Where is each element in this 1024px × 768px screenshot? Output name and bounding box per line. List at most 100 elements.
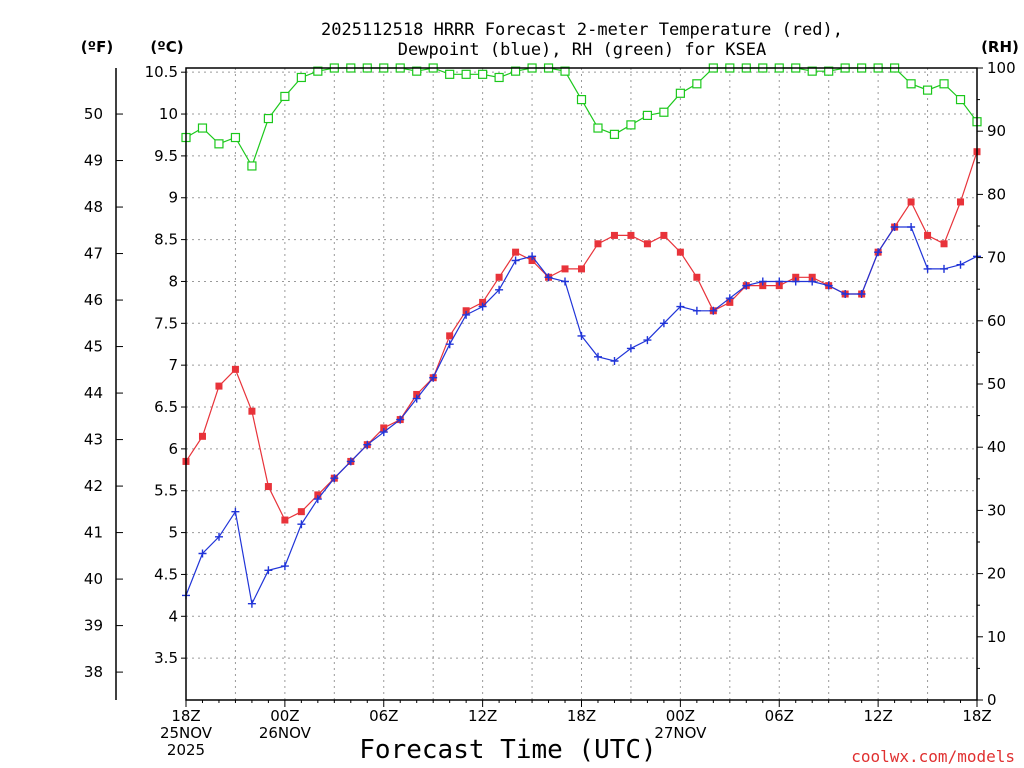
fahrenheit-axis: 38 39 40 41 42 43 44 45 46 47 48 49 50 [84, 68, 123, 700]
x-tick-label: 18Z [567, 707, 596, 725]
temperature-point [446, 332, 454, 340]
dewpoint-point [841, 290, 850, 298]
rh-point [494, 72, 504, 83]
x-tick-label: 18Z [962, 707, 991, 725]
temperature-point [957, 198, 965, 206]
rh-point [939, 79, 949, 89]
rh-tick-label: 70 [987, 249, 1006, 267]
temperature-point [907, 198, 915, 206]
dewpoint-point [346, 457, 355, 466]
rh-point [412, 66, 422, 76]
fahrenheit-tick-label: 38 [84, 663, 103, 681]
series-layer [181, 63, 982, 608]
x-tick-label: 12Z [468, 707, 497, 725]
temperature-point [561, 265, 569, 273]
rh-axis: 0 10 20 30 40 50 60 70 80 90 100 [977, 59, 1016, 709]
dewpoint-point [742, 281, 751, 290]
fahrenheit-tick-label: 50 [84, 105, 103, 123]
dewpoint-point [363, 440, 372, 449]
dewpoint-point [874, 248, 883, 257]
fahrenheit-tick-label: 44 [84, 384, 103, 402]
rh-point [461, 69, 471, 79]
temperature-point [792, 273, 800, 281]
dewpoint-point [907, 223, 916, 231]
temperature-point [676, 248, 684, 256]
celsius-tick-label: 9 [168, 189, 178, 207]
celsius-tick-label: 7.5 [154, 314, 178, 332]
rh-point [593, 123, 603, 133]
rh-point [197, 123, 208, 133]
plot-frame [185, 67, 978, 701]
temperature-point [413, 390, 421, 398]
dewpoint-point [215, 532, 223, 541]
rh-point [609, 129, 620, 139]
celsius-tick-label: 8.5 [154, 231, 178, 249]
dewpoint-point [264, 566, 273, 575]
fahrenheit-tick-label: 43 [84, 431, 103, 449]
celsius-tick-label: 5 [168, 524, 178, 542]
dewpoint-point [857, 290, 866, 298]
dewpoint-point [247, 599, 256, 608]
rh-tick-label: 60 [987, 312, 1006, 330]
x-tick-label: 2025 [167, 741, 205, 759]
rh-tick-label: 100 [987, 59, 1016, 77]
dewpoint-point [775, 277, 784, 286]
x-tick-label: 18Z [171, 707, 200, 725]
dewpoint-point [626, 344, 635, 353]
rh-point [296, 72, 306, 83]
rh-tick-label: 10 [987, 628, 1006, 646]
fahrenheit-tick-label: 41 [84, 524, 103, 542]
dewpoint-point [198, 549, 207, 558]
rh-point [692, 79, 702, 89]
dewpoint-point [692, 306, 701, 315]
rh-point [510, 66, 521, 76]
temperature-point [940, 240, 948, 248]
rh-point [659, 107, 669, 117]
chart-title-line-2: Dewpoint (blue), RH (green) for KSEA [398, 40, 766, 60]
dewpoint-point [923, 264, 932, 273]
fahrenheit-tick-label: 46 [84, 291, 103, 309]
celsius-tick-label: 4.5 [154, 565, 178, 583]
rh-unit-label: (RH) [981, 38, 1019, 56]
celsius-tick-label: 6.5 [154, 398, 178, 416]
dewpoint-point [297, 520, 306, 529]
rh-point [230, 132, 241, 143]
dewpoint-point [791, 277, 800, 286]
temperature-point [726, 298, 734, 306]
rh-tick-label: 90 [987, 122, 1006, 140]
x-tick-label: 06Z [765, 707, 794, 725]
temperature-point [297, 508, 305, 516]
rh-point [313, 66, 323, 76]
x-axis-title: Forecast Time (UTC) [359, 735, 656, 765]
rh-tick-label: 0 [987, 691, 997, 709]
temperature-point [512, 248, 520, 256]
temperature-point [528, 257, 536, 265]
temperature-point [808, 273, 816, 281]
grid-lines [186, 68, 977, 700]
dewpoint-point [643, 336, 652, 345]
dewpoint-point [610, 357, 619, 365]
temperature-point [759, 282, 767, 290]
x-tick-label: 27NOV [654, 724, 707, 742]
dewpoint-point [956, 260, 965, 269]
rh-point [675, 88, 685, 98]
dewpoint-point [561, 277, 569, 286]
fahrenheit-tick-label: 40 [84, 570, 103, 588]
dewpoint-point [676, 302, 685, 311]
rh-point [478, 69, 488, 79]
dewpoint-point [544, 273, 553, 282]
dewpoint-point [495, 285, 504, 294]
temperature-point [775, 282, 783, 290]
temperature-point [264, 483, 272, 491]
dewpoint-point [824, 281, 833, 290]
temperature-point [314, 491, 322, 499]
dewpoint-point [412, 394, 421, 403]
dewpoint-point [445, 340, 454, 349]
dewpoint-point [231, 507, 240, 516]
celsius-unit-label: (ºC) [150, 38, 183, 56]
rh-point [642, 110, 653, 121]
credit-text: coolwx.com/models [851, 747, 1015, 766]
temperature-point [198, 432, 206, 440]
